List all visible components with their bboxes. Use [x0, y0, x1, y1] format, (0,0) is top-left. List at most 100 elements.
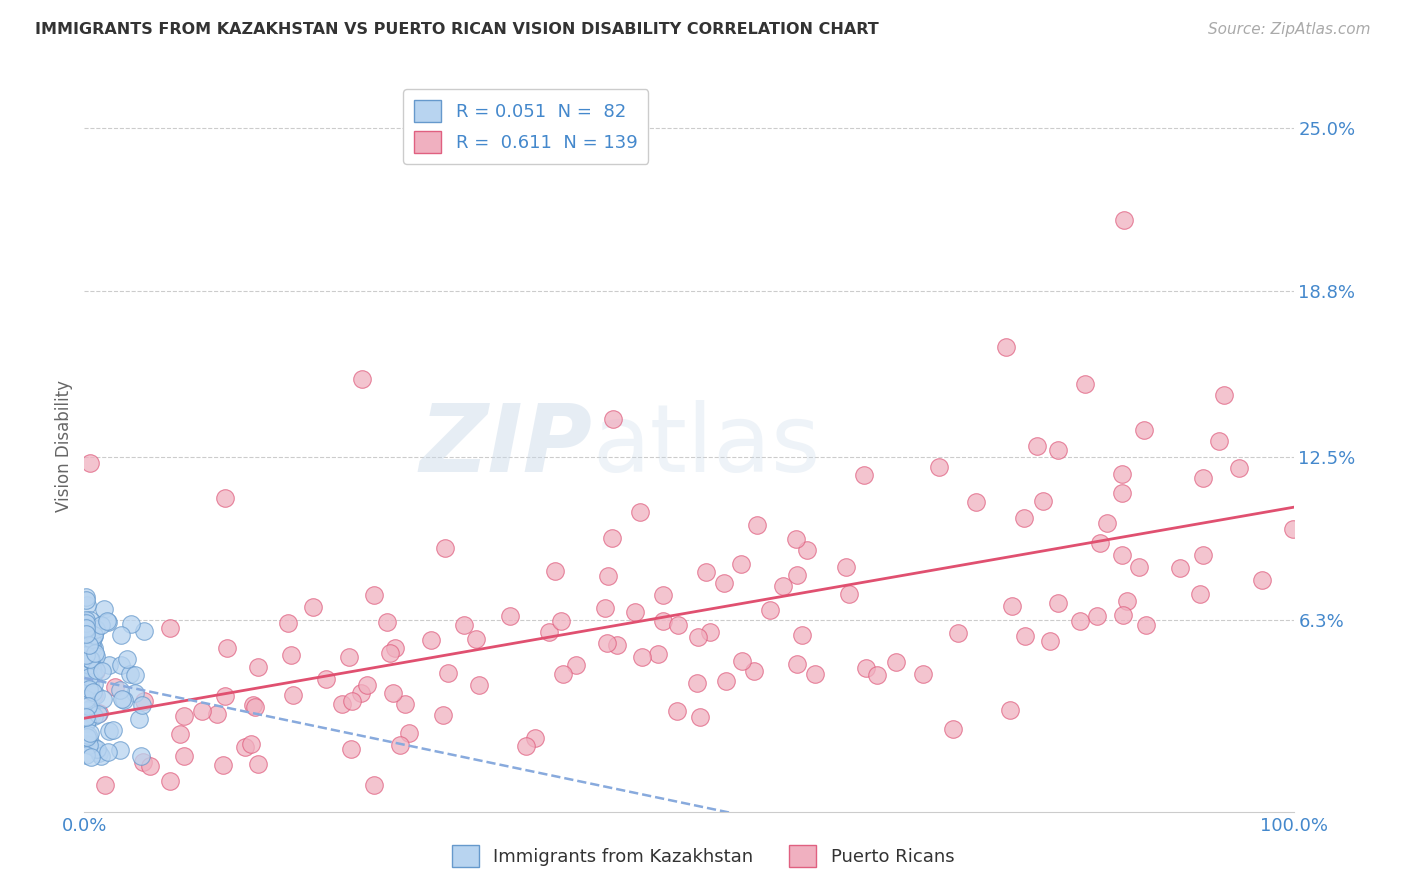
- Point: [111, 692, 134, 706]
- Point: [129, 748, 152, 763]
- Point: [173, 708, 195, 723]
- Point: [233, 740, 256, 755]
- Point: [97, 723, 120, 738]
- Point: [337, 650, 360, 665]
- Point: [75, 692, 97, 706]
- Point: [1135, 618, 1157, 632]
- Point: [550, 614, 572, 628]
- Point: [280, 648, 302, 662]
- Point: [884, 655, 907, 669]
- Point: [759, 603, 782, 617]
- Point: [93, 692, 115, 706]
- Point: [420, 632, 443, 647]
- Point: [90, 664, 112, 678]
- Text: atlas: atlas: [592, 400, 821, 492]
- Point: [1227, 461, 1250, 475]
- Point: [744, 665, 766, 679]
- Point: [242, 698, 264, 712]
- Point: [1208, 434, 1230, 449]
- Point: [86, 622, 108, 636]
- Point: [82, 632, 104, 647]
- Point: [911, 666, 934, 681]
- Point: [380, 646, 402, 660]
- Point: [128, 712, 150, 726]
- Point: [75, 592, 97, 607]
- Point: [515, 739, 537, 753]
- Point: [86, 741, 108, 756]
- Point: [524, 731, 547, 745]
- Point: [1212, 388, 1234, 402]
- Point: [1014, 629, 1036, 643]
- Point: [277, 615, 299, 630]
- Point: [786, 657, 808, 672]
- Point: [928, 460, 950, 475]
- Point: [80, 750, 103, 764]
- Point: [1088, 536, 1111, 550]
- Point: [75, 715, 97, 730]
- Point: [96, 614, 118, 628]
- Point: [1111, 467, 1133, 481]
- Point: [381, 686, 404, 700]
- Point: [946, 626, 969, 640]
- Point: [90, 749, 112, 764]
- Point: [77, 652, 100, 666]
- Point: [87, 706, 110, 720]
- Point: [792, 628, 814, 642]
- Point: [76, 699, 98, 714]
- Point: [76, 730, 98, 744]
- Point: [132, 694, 155, 708]
- Point: [544, 565, 567, 579]
- Point: [1111, 486, 1133, 500]
- Point: [82, 685, 104, 699]
- Point: [565, 657, 588, 672]
- Point: [97, 657, 120, 672]
- Point: [79, 670, 101, 684]
- Point: [1069, 614, 1091, 628]
- Point: [804, 667, 827, 681]
- Point: [747, 517, 769, 532]
- Point: [1116, 593, 1139, 607]
- Point: [112, 692, 135, 706]
- Point: [169, 727, 191, 741]
- Point: [281, 688, 304, 702]
- Text: ZIP: ZIP: [419, 400, 592, 492]
- Point: [83, 629, 105, 643]
- Point: [80, 639, 103, 653]
- Point: [246, 660, 269, 674]
- Legend: R = 0.051  N =  82, R =  0.611  N = 139: R = 0.051 N = 82, R = 0.611 N = 139: [404, 89, 648, 164]
- Point: [215, 640, 238, 655]
- Point: [1112, 607, 1135, 622]
- Point: [1073, 376, 1095, 391]
- Point: [79, 726, 101, 740]
- Point: [79, 613, 101, 627]
- Point: [467, 678, 489, 692]
- Point: [596, 569, 619, 583]
- Point: [1251, 574, 1274, 588]
- Point: [352, 372, 374, 386]
- Point: [94, 779, 117, 793]
- Point: [998, 703, 1021, 717]
- Point: [80, 701, 103, 715]
- Point: [118, 667, 141, 681]
- Point: [652, 588, 675, 602]
- Point: [689, 710, 711, 724]
- Point: [240, 738, 263, 752]
- Point: [1282, 522, 1305, 536]
- Point: [75, 615, 97, 630]
- Point: [77, 657, 100, 672]
- Legend: Immigrants from Kazakhstan, Puerto Ricans: Immigrants from Kazakhstan, Puerto Rican…: [444, 838, 962, 874]
- Point: [75, 648, 97, 663]
- Text: Source: ZipAtlas.com: Source: ZipAtlas.com: [1208, 22, 1371, 37]
- Y-axis label: Vision Disability: Vision Disability: [55, 380, 73, 512]
- Point: [80, 706, 103, 721]
- Point: [75, 621, 97, 635]
- Point: [207, 707, 229, 722]
- Point: [75, 590, 97, 604]
- Point: [83, 677, 105, 691]
- Point: [83, 709, 105, 723]
- Point: [1085, 609, 1108, 624]
- Point: [965, 495, 987, 509]
- Point: [90, 618, 112, 632]
- Point: [377, 615, 399, 629]
- Text: IMMIGRANTS FROM KAZAKHSTAN VS PUERTO RICAN VISION DISABILITY CORRELATION CHART: IMMIGRANTS FROM KAZAKHSTAN VS PUERTO RIC…: [35, 22, 879, 37]
